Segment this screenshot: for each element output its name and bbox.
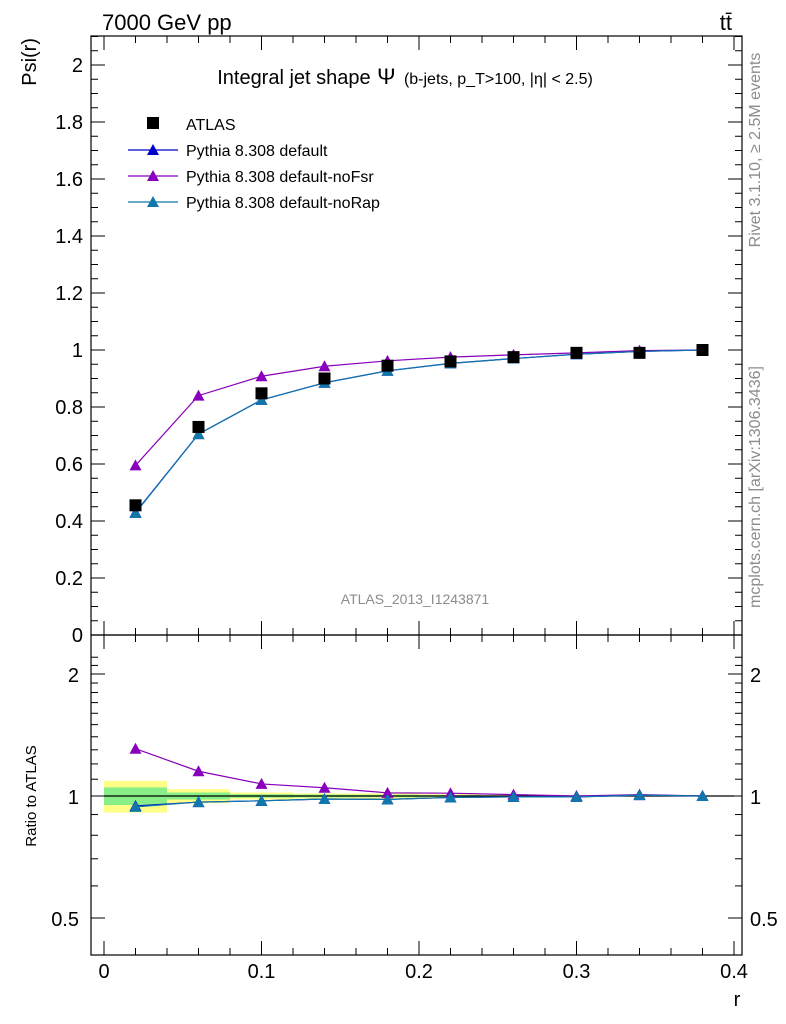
main-y-axis-label: Psi(r) <box>19 38 41 86</box>
data-point <box>192 428 205 440</box>
title-psi: Ψ <box>377 64 395 89</box>
ratio-data-point <box>192 765 205 777</box>
main-y-tick-label: 0.2 <box>55 568 83 590</box>
main-series <box>129 344 709 519</box>
ratio-y-tick-label-right: 2 <box>750 665 761 687</box>
legend-label-atlas: ATLAS <box>186 117 236 134</box>
ratio-data-point <box>129 742 142 754</box>
data-point-atlas <box>192 420 205 433</box>
x-tick-label: 0 <box>98 961 109 983</box>
ratio-series-2 <box>129 789 709 812</box>
ratio-y-tick-label-right: 1 <box>750 787 761 809</box>
data-point-atlas <box>633 346 646 359</box>
ratio-data-point <box>507 790 520 802</box>
ratio-data-point <box>444 791 457 803</box>
main-y-tick-label: 0 <box>72 625 83 647</box>
data-point-atlas <box>444 355 457 368</box>
ratio-y-tick-label: 1 <box>68 787 79 809</box>
main-y-tick-label: 1.8 <box>55 112 83 134</box>
data-point-atlas <box>381 359 394 372</box>
main-axes: 0 0.2 0.4 0.6 0.8 1 1.2 1.4 1.6 1.8 2 <box>55 35 743 647</box>
main-y-tick-label: 1.6 <box>55 169 83 191</box>
data-point-atlas <box>507 351 520 364</box>
legend-marker-norap <box>147 196 159 207</box>
analysis-watermark: ATLAS_2013_I1243871 <box>341 591 490 607</box>
main-y-tick-label: 1 <box>72 340 83 362</box>
main-series-3 <box>129 344 709 519</box>
ratio-frame <box>90 634 743 956</box>
title-main: Integral jet shape <box>217 67 370 89</box>
x-tick-label: 0.1 <box>248 961 276 983</box>
main-y-tick-label: 1.4 <box>55 226 83 248</box>
ratio-data-point <box>318 793 331 805</box>
ratio-data-point <box>129 800 142 812</box>
x-tick-label: 0.2 <box>405 961 433 983</box>
ratio-data-point <box>255 794 268 806</box>
data-point-atlas <box>696 344 709 356</box>
ratio-data-point <box>192 796 205 808</box>
series-line <box>135 349 703 514</box>
data-point-atlas <box>570 346 583 359</box>
data-point <box>255 393 268 405</box>
process-label: tt̄ <box>720 10 732 35</box>
legend-marker-nofsr <box>147 170 159 181</box>
main-y-tick-label: 0.6 <box>55 454 83 476</box>
data-point <box>129 459 142 471</box>
main-series-1 <box>129 344 709 518</box>
data-point-atlas <box>318 372 331 385</box>
data-point-atlas <box>129 499 142 512</box>
x-tick-label: 0.4 <box>720 961 748 983</box>
title-cut: (b-jets, p_T>100, |η| < 2.5) <box>404 71 593 88</box>
data-point <box>318 360 331 372</box>
energy-label: 7000 GeV pp <box>102 10 232 35</box>
legend-marker-default <box>147 144 159 155</box>
ratio-data-point <box>318 781 331 793</box>
ratio-y-tick-label: 0.5 <box>51 909 79 931</box>
legend-label-default: Pythia 8.308 default <box>186 143 328 160</box>
ratio-axes: 0.5 0.5 1 1 2 2 0 0.1 0.2 0.3 0.4 <box>51 634 778 983</box>
series-line <box>135 349 703 466</box>
main-panel: 0 0.2 0.4 0.6 0.8 1 1.2 1.4 1.6 1.8 2 Psi(r) Integ… <box>19 35 743 647</box>
data-point <box>192 389 205 401</box>
legend-marker-atlas <box>147 117 159 129</box>
mcplots-label: mcplots.cern.ch [arXiv:1306.3436] <box>747 366 764 608</box>
ratio-data-point <box>633 789 646 801</box>
ratio-series <box>129 742 709 812</box>
ratio-data-point <box>696 790 709 801</box>
main-series-2 <box>129 344 709 471</box>
x-tick-label: 0.3 <box>563 961 591 983</box>
ratio-data-point <box>255 777 268 789</box>
ratio-series-line <box>135 794 703 808</box>
legend: ATLAS Pythia 8.308 default Pythia 8.308 … <box>128 117 380 212</box>
x-axis-label: r <box>734 989 741 1011</box>
ratio-y-tick-label: 2 <box>68 665 79 687</box>
ratio-panel: 0.5 0.5 1 1 2 2 0 0.1 0.2 0.3 0.4 Ratio to ATLAS r <box>23 634 778 1011</box>
main-title: Integral jet shape Ψ (b-jets, p_T>100, |… <box>217 64 593 89</box>
series-line <box>135 349 703 513</box>
data-point-atlas <box>255 387 268 400</box>
data-point <box>255 370 268 382</box>
ratio-y-tick-label-right: 0.5 <box>750 909 778 931</box>
legend-label-nofsr: Pythia 8.308 default-noFsr <box>186 169 374 186</box>
data-point <box>129 507 142 519</box>
ratio-series-line <box>135 748 703 797</box>
ratio-y-axis-label: Ratio to ATLAS <box>23 745 40 846</box>
ratio-data-point <box>570 790 583 802</box>
main-y-tick-label: 2 <box>72 55 83 77</box>
main-series-0 <box>129 344 709 512</box>
main-y-tick-label: 0.4 <box>55 511 83 533</box>
rivet-label: Rivet 3.1.10, ≥ 2.5M events <box>747 53 764 248</box>
ratio-data-point <box>381 793 394 805</box>
main-y-tick-label: 1.2 <box>55 283 83 305</box>
main-y-tick-label: 0.8 <box>55 397 83 419</box>
ratio-data-point <box>381 786 394 798</box>
legend-label-norap: Pythia 8.308 default-noRap <box>186 195 380 212</box>
